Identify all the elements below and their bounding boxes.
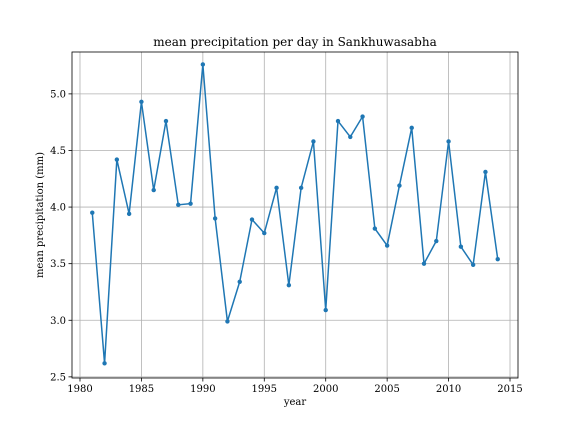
data-point bbox=[262, 230, 267, 236]
x-tick-label: 2015 bbox=[497, 384, 522, 395]
x-tick-label: 2005 bbox=[374, 384, 399, 395]
data-point bbox=[483, 169, 488, 175]
axes-layer: 1980 1985 1990 1995 2000 2005 2010 2015 2.5 3.0 3.… bbox=[50, 51, 523, 395]
data-point bbox=[249, 217, 255, 222]
plot-frame bbox=[71, 51, 519, 379]
data-point bbox=[114, 157, 120, 162]
y-tick-label: 2.5 bbox=[50, 372, 66, 383]
data-point bbox=[397, 183, 402, 188]
x-tick-label: 2000 bbox=[313, 384, 338, 395]
data-point bbox=[237, 279, 242, 284]
data-point bbox=[90, 210, 95, 215]
data-point bbox=[335, 118, 341, 124]
y-tick-label: 4.5 bbox=[50, 146, 66, 157]
data-point bbox=[372, 226, 378, 231]
data-point bbox=[348, 134, 353, 140]
data-point bbox=[384, 243, 390, 248]
data-point bbox=[139, 99, 144, 105]
data-point bbox=[286, 282, 292, 288]
data-point bbox=[225, 319, 230, 324]
data-point bbox=[409, 125, 414, 131]
data-point bbox=[323, 307, 328, 313]
grid-layer bbox=[72, 52, 518, 378]
data-point bbox=[446, 139, 451, 144]
data-point bbox=[188, 201, 193, 206]
x-axis-label: year bbox=[283, 397, 307, 408]
data-point bbox=[360, 114, 365, 119]
x-tick-label: 1990 bbox=[190, 384, 215, 395]
data-point bbox=[470, 262, 476, 268]
data-point bbox=[274, 185, 279, 191]
data-point bbox=[126, 211, 132, 217]
x-tick-label: 1995 bbox=[252, 384, 277, 395]
data-point bbox=[495, 256, 500, 262]
y-axis-label: mean precipitation (mm) bbox=[35, 152, 46, 278]
y-tick-label: 3.0 bbox=[50, 316, 66, 327]
x-tick-label: 1980 bbox=[67, 384, 92, 395]
data-point bbox=[458, 244, 464, 249]
x-tick-label: 1985 bbox=[129, 384, 154, 395]
data-point bbox=[298, 185, 304, 191]
data-point bbox=[163, 118, 169, 124]
data-point bbox=[200, 62, 206, 67]
data-point bbox=[176, 202, 181, 208]
y-tick-label: 3.5 bbox=[50, 259, 66, 270]
y-tick-label: 4.0 bbox=[50, 203, 66, 214]
data-point bbox=[311, 139, 316, 144]
data-point bbox=[102, 361, 107, 366]
data-point bbox=[434, 238, 439, 244]
data-point bbox=[151, 187, 156, 193]
data-point bbox=[421, 261, 427, 266]
data-point bbox=[212, 216, 218, 221]
y-tick-label: 5.0 bbox=[50, 89, 66, 100]
chart-title: mean precipitation per day in Sankhuwasa… bbox=[153, 35, 436, 49]
series-layer bbox=[90, 62, 500, 366]
label-layer: mean precipitation per day in Sankhuwasa… bbox=[35, 35, 437, 408]
series-line bbox=[91, 63, 499, 365]
x-tick-label: 2010 bbox=[436, 384, 461, 395]
